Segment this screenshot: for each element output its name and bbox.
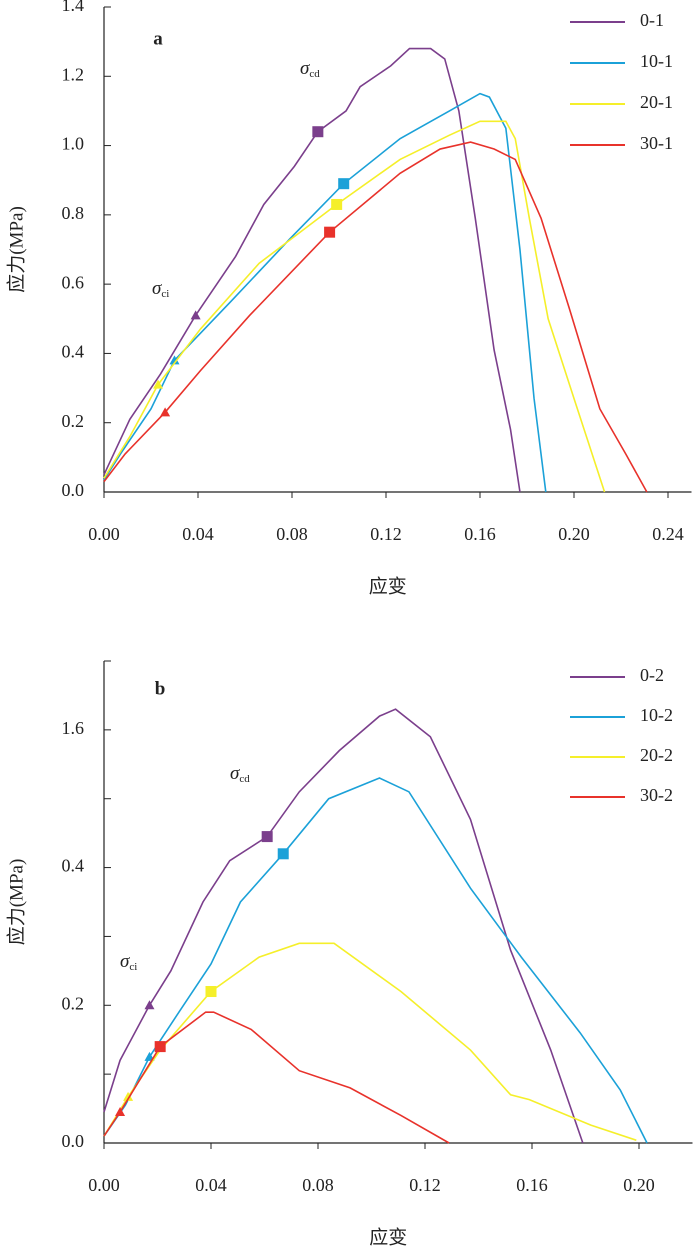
y-tick-label: 1.6 <box>62 718 85 738</box>
x-axis-label: 应变 <box>369 575 407 597</box>
panel-label: a <box>153 28 163 49</box>
annotation-symbol: σ <box>120 951 130 972</box>
x-tick-label: 0.16 <box>516 1175 548 1195</box>
y-tick-label: 0.2 <box>62 993 85 1013</box>
x-tick-label: 0.00 <box>88 1175 120 1195</box>
cd-marker <box>331 198 343 210</box>
ci-marker <box>160 407 171 417</box>
annotation-symbol: σ <box>230 763 240 784</box>
cd-marker <box>324 226 336 238</box>
series-line <box>103 1011 450 1144</box>
y-axis-label: 应力(MPa) <box>5 206 27 293</box>
y-tick-label: 0.0 <box>62 1131 85 1151</box>
series-line <box>103 47 521 493</box>
x-tick-label: 0.08 <box>276 524 308 544</box>
cd-marker <box>261 831 273 843</box>
x-tick-label: 0.24 <box>652 524 684 544</box>
series-line <box>103 777 648 1144</box>
x-tick-label: 0.12 <box>370 524 402 544</box>
ci-marker <box>115 1107 126 1117</box>
y-tick-label: 1.4 <box>62 0 85 15</box>
annotation-sub: ci <box>161 288 169 300</box>
annotation-sub: cd <box>239 773 250 785</box>
y-tick-label: 0.4 <box>62 342 85 362</box>
legend-label: 10-2 <box>640 705 673 725</box>
annotation-sub: cd <box>309 68 320 80</box>
x-tick-label: 0.00 <box>88 524 120 544</box>
legend-label: 20-1 <box>640 92 673 112</box>
y-tick-label: 0.2 <box>62 411 85 431</box>
ci-marker <box>190 310 201 320</box>
cd-marker <box>205 986 217 998</box>
legend-label: 10-1 <box>640 51 673 71</box>
annotation: σci <box>120 951 137 972</box>
ci-marker <box>169 355 180 365</box>
y-tick-label: 0.0 <box>62 480 85 500</box>
x-tick-label: 0.20 <box>623 1175 655 1195</box>
series-line <box>103 708 584 1144</box>
legend-label: 0-1 <box>640 10 664 30</box>
series-line <box>103 92 547 493</box>
panel-label: b <box>155 678 166 699</box>
y-tick-label: 0.8 <box>62 203 85 223</box>
x-tick-label: 0.16 <box>464 524 496 544</box>
ci-marker <box>153 379 164 389</box>
x-tick-label: 0.12 <box>409 1175 441 1195</box>
ci-marker <box>144 1000 155 1010</box>
x-tick-label: 0.04 <box>182 524 214 544</box>
legend-label: 0-2 <box>640 665 664 685</box>
series-line <box>103 120 606 493</box>
y-tick-label: 0.4 <box>62 856 85 876</box>
annotation: σcd <box>230 763 250 784</box>
x-tick-label: 0.20 <box>558 524 590 544</box>
annotation-symbol: σ <box>152 278 162 299</box>
x-tick-label: 0.08 <box>302 1175 334 1195</box>
y-tick-label: 1.0 <box>62 134 85 154</box>
cd-marker <box>154 1041 166 1053</box>
cd-marker <box>312 126 324 138</box>
annotation-symbol: σ <box>300 58 310 79</box>
x-tick-label: 0.04 <box>195 1175 227 1195</box>
series-line <box>103 942 637 1142</box>
y-tick-label: 1.2 <box>62 64 85 84</box>
annotation-sub: ci <box>129 961 137 973</box>
legend-label: 30-2 <box>640 785 673 805</box>
cd-marker <box>338 178 350 190</box>
x-axis-label: 应变 <box>369 1226 407 1248</box>
cd-marker <box>277 848 289 860</box>
ci-marker <box>123 1091 134 1101</box>
y-tick-label: 0.6 <box>62 272 85 292</box>
annotation: σcd <box>300 58 320 79</box>
legend-label: 30-1 <box>640 133 673 153</box>
annotation: σci <box>152 278 169 299</box>
series-line <box>103 141 648 493</box>
y-axis-label: 应力(MPa) <box>5 859 27 946</box>
legend-label: 20-2 <box>640 745 673 765</box>
